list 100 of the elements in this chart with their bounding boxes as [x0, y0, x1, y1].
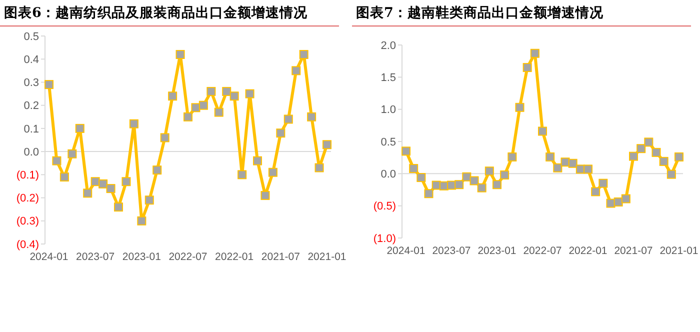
y-tick-label: 0.0: [380, 168, 396, 181]
point: [68, 149, 77, 158]
point: [144, 196, 154, 205]
point: [137, 216, 146, 226]
point: [230, 92, 239, 101]
point: [659, 156, 668, 166]
point: [652, 148, 661, 157]
point: [44, 80, 54, 90]
point: [314, 163, 324, 172]
point: [260, 190, 270, 200]
point: [253, 156, 262, 166]
x-tick-label: 2022-07: [523, 245, 562, 257]
point: [409, 164, 418, 174]
point: [402, 146, 410, 156]
point: [168, 92, 178, 101]
point: [122, 177, 131, 186]
y-tick-label: 0.3: [24, 77, 39, 90]
point: [674, 152, 684, 162]
point: [614, 197, 623, 206]
point: [307, 112, 316, 122]
x-tick-label: 2024-01: [30, 251, 68, 263]
y-tick-label: 0.0: [24, 146, 39, 158]
y-tick-label: 1.0: [380, 104, 396, 116]
point: [644, 138, 654, 147]
y-tick-label: 0.5: [380, 136, 396, 148]
point: [454, 180, 464, 190]
point: [492, 180, 502, 190]
point: [198, 100, 208, 110]
point: [83, 188, 92, 198]
x-tick-label: 2021-01: [308, 251, 346, 263]
point: [206, 86, 216, 96]
point: [477, 183, 486, 192]
point: [530, 48, 540, 58]
chart-title: 图表6：越南纺织品及服装商品出口金额增速情况: [4, 4, 308, 21]
y-tick-label: (0.1): [16, 170, 39, 182]
y-tick-label: (0.3): [16, 216, 39, 228]
x-tick-label: 2021-07: [614, 245, 653, 257]
x-tick-label: 2021-07: [261, 251, 300, 263]
point: [299, 50, 308, 59]
point: [508, 152, 517, 162]
x-tick-label: 2023-01: [122, 251, 162, 263]
y-tick-label: (0.2): [16, 192, 39, 205]
point: [322, 140, 332, 150]
x-tick-label: 2022-01: [568, 245, 608, 257]
y-tick-label: (0.4): [16, 238, 39, 251]
point: [184, 112, 192, 122]
point: [75, 124, 84, 133]
point: [515, 102, 524, 112]
point: [546, 152, 555, 162]
point: [568, 158, 578, 168]
point: [284, 114, 293, 124]
point: [484, 166, 494, 176]
y-tick-label: 0.4: [24, 54, 39, 66]
point: [106, 184, 116, 194]
point: [152, 166, 162, 175]
point: [176, 50, 185, 59]
point: [553, 163, 562, 172]
y-tick-label: 1.5: [380, 72, 396, 84]
point: [292, 66, 301, 76]
x-tick-label: 2023-07: [432, 245, 471, 257]
point: [222, 86, 232, 96]
point: [114, 202, 123, 212]
point: [98, 179, 108, 188]
point: [629, 152, 638, 161]
y-tick-label: (0.5): [373, 200, 396, 213]
x-tick-label: 2021-01: [660, 245, 698, 257]
point: [500, 170, 510, 180]
point: [584, 164, 592, 174]
point: [52, 156, 62, 166]
x-tick-label: 2022-01: [215, 251, 254, 263]
x-tick-label: 2023-07: [76, 251, 115, 263]
y-tick-label: 0.1: [24, 123, 39, 136]
point: [238, 170, 247, 180]
point: [245, 89, 254, 98]
point: [160, 133, 170, 142]
chart-title: 图表7：越南鞋类商品出口金额增速情况: [356, 4, 604, 21]
x-tick-label: 2023-01: [478, 245, 516, 257]
point: [598, 178, 608, 188]
point: [636, 144, 646, 154]
point: [666, 170, 676, 179]
point: [191, 103, 200, 112]
point: [129, 119, 138, 128]
point: [268, 168, 278, 177]
point: [214, 108, 224, 117]
point: [276, 128, 286, 138]
point: [538, 126, 547, 136]
x-tick-label: 2022-07: [168, 251, 208, 263]
y-tick-label: (1.0): [373, 232, 396, 245]
point: [522, 63, 532, 72]
point: [462, 172, 472, 182]
point: [470, 176, 479, 186]
point: [416, 173, 426, 182]
point: [621, 194, 630, 204]
y-tick-label: 0.5: [24, 30, 39, 43]
y-tick-label: 0.2: [24, 100, 39, 112]
x-tick-label: 2024-01: [386, 245, 426, 257]
y-tick-label: 2.0: [380, 40, 396, 52]
point: [60, 172, 69, 182]
point: [591, 187, 600, 196]
point: [424, 189, 434, 198]
